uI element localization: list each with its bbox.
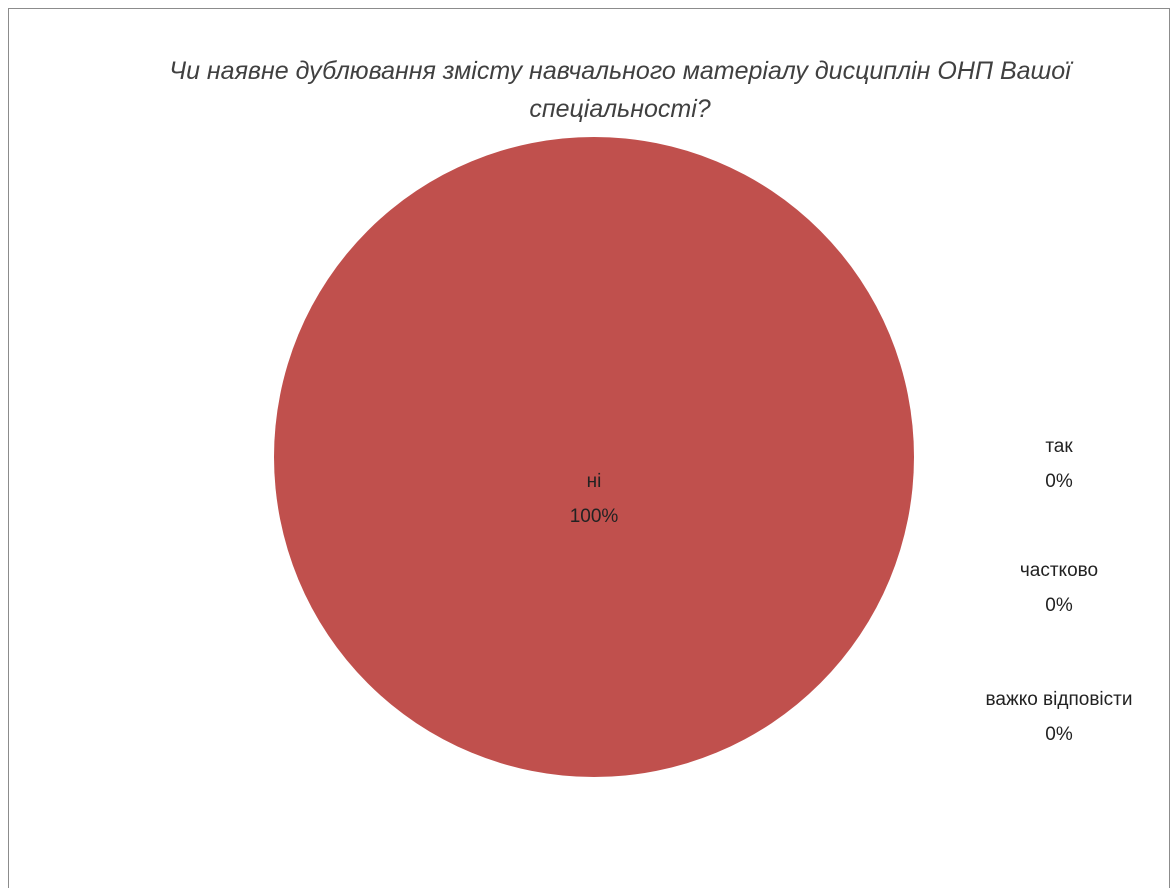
slice-label-value: 0% [1045, 471, 1073, 492]
slice-label-name: ні [587, 471, 602, 492]
pie-slice-ні [274, 137, 914, 777]
slice-label-value: 0% [1045, 724, 1073, 745]
slice-label-name: важко відповісти [986, 689, 1133, 710]
chart-title: Чи наявне дублювання змісту навчального … [169, 57, 1071, 123]
slice-label-name: так [1045, 436, 1073, 457]
pie-labels: ні 100% так 0% частково 0% важко відповісти 0% [570, 436, 1133, 745]
slice-label-name: частково [1020, 560, 1098, 581]
slice-label-value: 100% [570, 506, 619, 527]
pie-slices [274, 137, 914, 777]
slice-label-value: 0% [1045, 595, 1073, 616]
